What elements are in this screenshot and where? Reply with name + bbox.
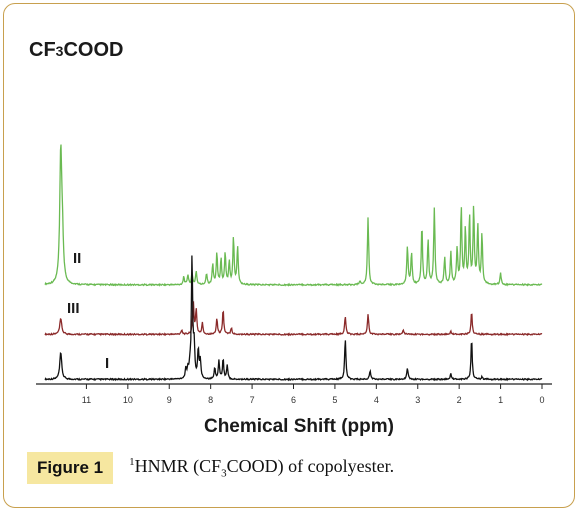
spectrum-II — [44, 144, 543, 287]
figure-caption: Figure 1 1HNMR (CF3COOD) of copolyester. — [27, 452, 394, 484]
x-tick-label: 6 — [291, 395, 296, 405]
label-II: II — [73, 250, 81, 267]
figure-frame — [3, 3, 575, 508]
figure-badge: Figure 1 — [27, 452, 114, 484]
x-tick-label: 5 — [332, 395, 337, 405]
x-ticks: 11 10 9 8 7 6 5 4 3 2 1 0 — [82, 384, 545, 405]
caption-text: 1HNMR (CF3COOD) of copolyester. — [129, 456, 395, 480]
x-axis-label: Chemical Shift (ppm) — [204, 416, 394, 437]
spectrum-I — [44, 255, 543, 382]
x-tick-label: 1 — [498, 395, 503, 405]
x-tick-label: 2 — [457, 395, 462, 405]
label-III: III — [67, 300, 80, 317]
x-tick-label: 10 — [123, 395, 133, 405]
x-tick-label: 7 — [250, 395, 255, 405]
spectra-group — [44, 144, 543, 382]
chart-title: CF3COOD — [29, 39, 123, 61]
x-tick-label: 11 — [82, 395, 91, 405]
label-I: I — [105, 355, 109, 372]
x-tick-label: 9 — [167, 395, 172, 405]
spectrum-III — [44, 300, 543, 337]
x-tick-label: 0 — [539, 395, 544, 405]
x-tick-label: 3 — [415, 395, 420, 405]
x-tick-label: 8 — [208, 395, 213, 405]
x-tick-label: 4 — [374, 395, 379, 405]
